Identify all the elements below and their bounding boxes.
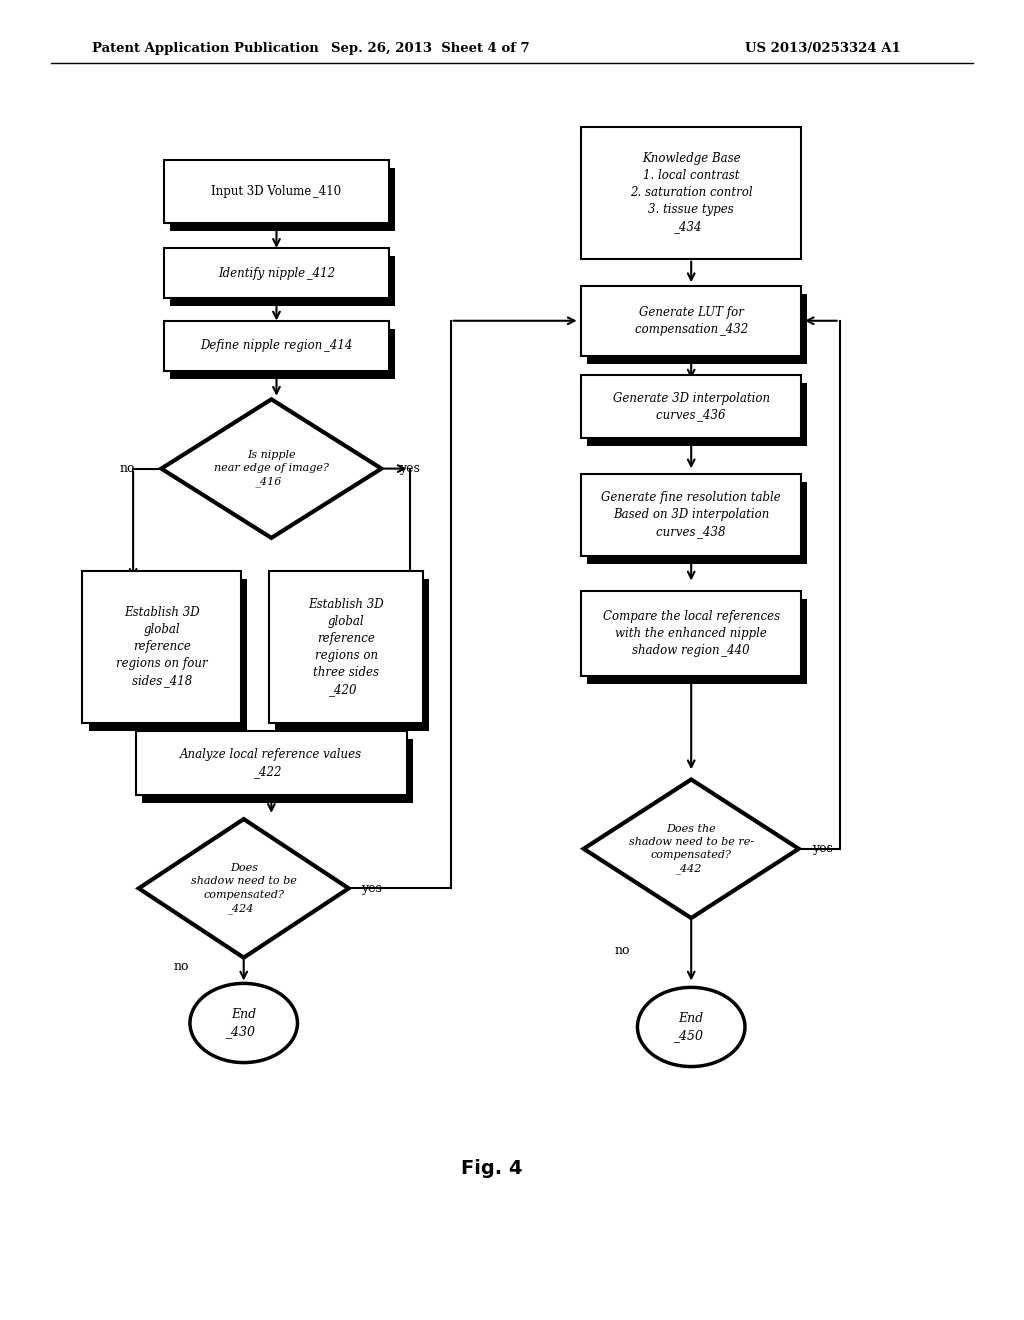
Text: Compare the local references
with the enhanced nipple
shadow region  ̲440: Compare the local references with the en…: [603, 610, 779, 657]
Bar: [135, 731, 408, 795]
Text: Patent Application Publication: Patent Application Publication: [92, 42, 318, 55]
Bar: [275, 578, 429, 731]
Text: Identify nipple  ̲412: Identify nipple ̲412: [218, 267, 335, 280]
Text: Establish 3D
global
reference
regions on
three sides
̲420: Establish 3D global reference regions on…: [308, 598, 384, 696]
Bar: [141, 739, 414, 803]
Bar: [164, 160, 389, 223]
Text: Generate 3D interpolation
curves  ̲436: Generate 3D interpolation curves ̲436: [612, 392, 770, 421]
Text: Fig. 4: Fig. 4: [461, 1159, 522, 1177]
Ellipse shape: [190, 983, 297, 1063]
Polygon shape: [139, 818, 348, 958]
Bar: [588, 599, 807, 684]
Polygon shape: [584, 779, 799, 919]
Bar: [582, 127, 801, 259]
Text: Establish 3D
global
reference
regions on four
sides  ̲418: Establish 3D global reference regions on…: [116, 606, 208, 688]
Bar: [89, 578, 248, 731]
Bar: [582, 474, 801, 556]
Polygon shape: [162, 399, 381, 539]
Bar: [582, 590, 801, 676]
Bar: [588, 293, 807, 363]
Text: Generate fine resolution table
Based on 3D interpolation
curves  ̲438: Generate fine resolution table Based on …: [601, 491, 781, 539]
Bar: [164, 248, 389, 298]
Text: yes: yes: [361, 882, 382, 895]
Text: Does the
shadow need to be re-
compensated?
̲442: Does the shadow need to be re- compensat…: [629, 824, 754, 874]
Bar: [269, 570, 423, 722]
Text: no: no: [174, 960, 189, 973]
Bar: [164, 321, 389, 371]
Bar: [82, 570, 242, 722]
Bar: [582, 375, 801, 438]
Text: Define nipple region  ̲414: Define nipple region ̲414: [201, 339, 352, 352]
Text: US 2013/0253324 A1: US 2013/0253324 A1: [745, 42, 901, 55]
Bar: [170, 256, 395, 306]
Text: Is nipple
near edge of image?
̲416: Is nipple near edge of image? ̲416: [214, 450, 329, 487]
Text: Generate LUT for
compensation  ̲432: Generate LUT for compensation ̲432: [635, 306, 748, 335]
Text: no: no: [120, 462, 135, 475]
Text: Knowledge Base
1. local contrast
2. saturation control
3. tissue types
̲434: Knowledge Base 1. local contrast 2. satu…: [630, 152, 753, 234]
Text: Sep. 26, 2013  Sheet 4 of 7: Sep. 26, 2013 Sheet 4 of 7: [331, 42, 529, 55]
Ellipse shape: [637, 987, 745, 1067]
Bar: [588, 383, 807, 446]
Text: Input 3D Volume  ̲410: Input 3D Volume ̲410: [211, 185, 342, 198]
Text: End
̲430: End ̲430: [231, 1008, 256, 1038]
Bar: [170, 168, 395, 231]
Text: yes: yes: [399, 462, 420, 475]
Text: Does
shadow need to be
compensated?
̲424: Does shadow need to be compensated? ̲424: [190, 863, 297, 913]
Text: no: no: [614, 944, 630, 957]
Text: Analyze local reference values
̲422: Analyze local reference values ̲422: [180, 748, 362, 777]
Bar: [588, 482, 807, 564]
Text: End
̲450: End ̲450: [679, 1012, 703, 1041]
Bar: [582, 285, 801, 355]
Text: yes: yes: [812, 842, 833, 855]
Bar: [170, 329, 395, 379]
